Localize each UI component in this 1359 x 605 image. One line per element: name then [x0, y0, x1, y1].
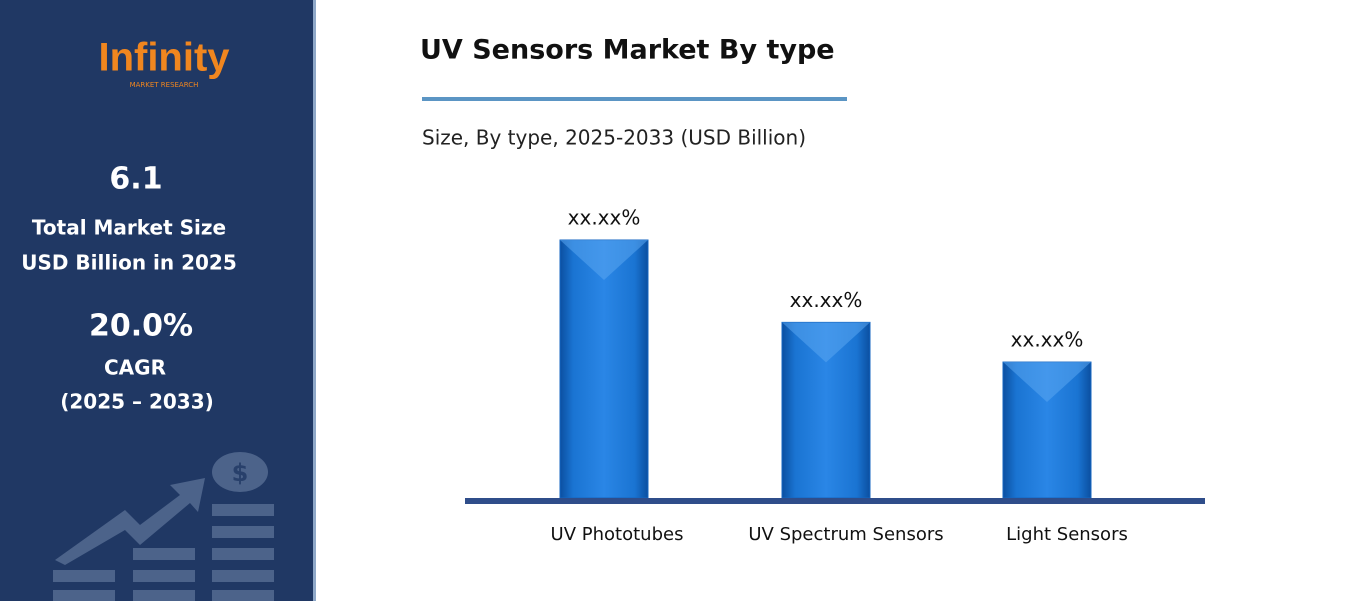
cagr: 20.0% — [89, 309, 193, 344]
x-tick-label: Light Sensors — [1006, 524, 1128, 545]
market-size-label: USD Billion in 2025 — [21, 251, 237, 275]
market-size-label: Total Market Size — [32, 216, 226, 240]
sidebar-icon — [53, 452, 274, 602]
bar-bevel — [782, 322, 870, 363]
logo: Infinity — [98, 36, 230, 80]
x-tick-label: UV Phototubes — [551, 524, 684, 545]
cagr-label: CAGR — [104, 356, 166, 380]
sidebar — [0, 0, 313, 601]
value-label: xx.xx% — [790, 288, 863, 312]
logo-tagline: MARKET RESEARCH — [130, 81, 199, 89]
chart-subtitle: Size, By type, 2025-2033 (USD Billion) — [422, 126, 806, 150]
x-tick-label: UV Spectrum Sensors — [748, 524, 943, 545]
plot: xx.xx% UV Phototubes xx.xx% UV Spectrum Sen… — [551, 206, 1128, 546]
value-label: xx.xx% — [568, 206, 641, 230]
dollar-icon: $ — [232, 459, 249, 487]
cagr-period: (2025 – 2033) — [60, 390, 214, 414]
value-label: xx.xx% — [1011, 328, 1084, 352]
market-size: 6.1 — [109, 162, 162, 197]
bar-bevel — [1003, 362, 1091, 403]
bar-bevel — [560, 240, 648, 280]
title-underline — [422, 97, 847, 101]
sidebar-border — [313, 0, 316, 601]
chart-title: UV Sensors Market By type — [420, 35, 835, 66]
baseline — [465, 498, 1205, 504]
